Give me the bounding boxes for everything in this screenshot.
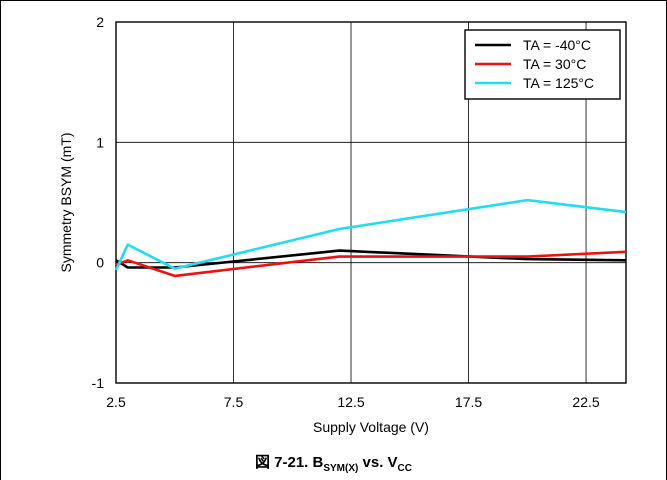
- x-tick-label-2: 12.5: [337, 394, 364, 410]
- x-tick-label-0: 2.5: [106, 394, 126, 410]
- x-tick-label-4: 22.5: [572, 394, 599, 410]
- y-tick-label-0: 2: [96, 14, 104, 30]
- series-line-2: [114, 198, 627, 271]
- x-tick-label-3: 17.5: [455, 394, 482, 410]
- y-tick-label-2: 0: [96, 255, 104, 271]
- y-tick-label-1: 1: [96, 134, 104, 150]
- legend-label-1: TA = 30°C: [523, 56, 586, 72]
- series-line-1: [115, 250, 627, 278]
- legend-label-0: TA = -40°C: [523, 37, 591, 53]
- caption-mid: vs. V: [358, 454, 398, 471]
- plot-area-border: [115, 21, 627, 384]
- legend-label-2: TA = 125°C: [523, 75, 594, 91]
- caption-sub-bsym: SYM(X): [323, 463, 359, 474]
- series-line-0: [115, 249, 627, 269]
- x-axis-label: Supply Voltage (V): [313, 419, 429, 435]
- line-chart: 2.5 7.5 12.5 17.5 22.5 2 1 0 -1 Supply Voltage (V…: [58, 14, 627, 435]
- figure-caption: 図 7-21. BSYM(X) vs. VCC: [0, 451, 667, 474]
- y-tick-label-3: -1: [92, 375, 105, 391]
- caption-prefix: 図 7-21. B: [254, 454, 324, 471]
- x-tick-label-1: 7.5: [224, 394, 244, 410]
- y-axis-label: Symmetry BSYM (mT): [58, 133, 74, 273]
- caption-sub-vcc: CC: [397, 463, 412, 474]
